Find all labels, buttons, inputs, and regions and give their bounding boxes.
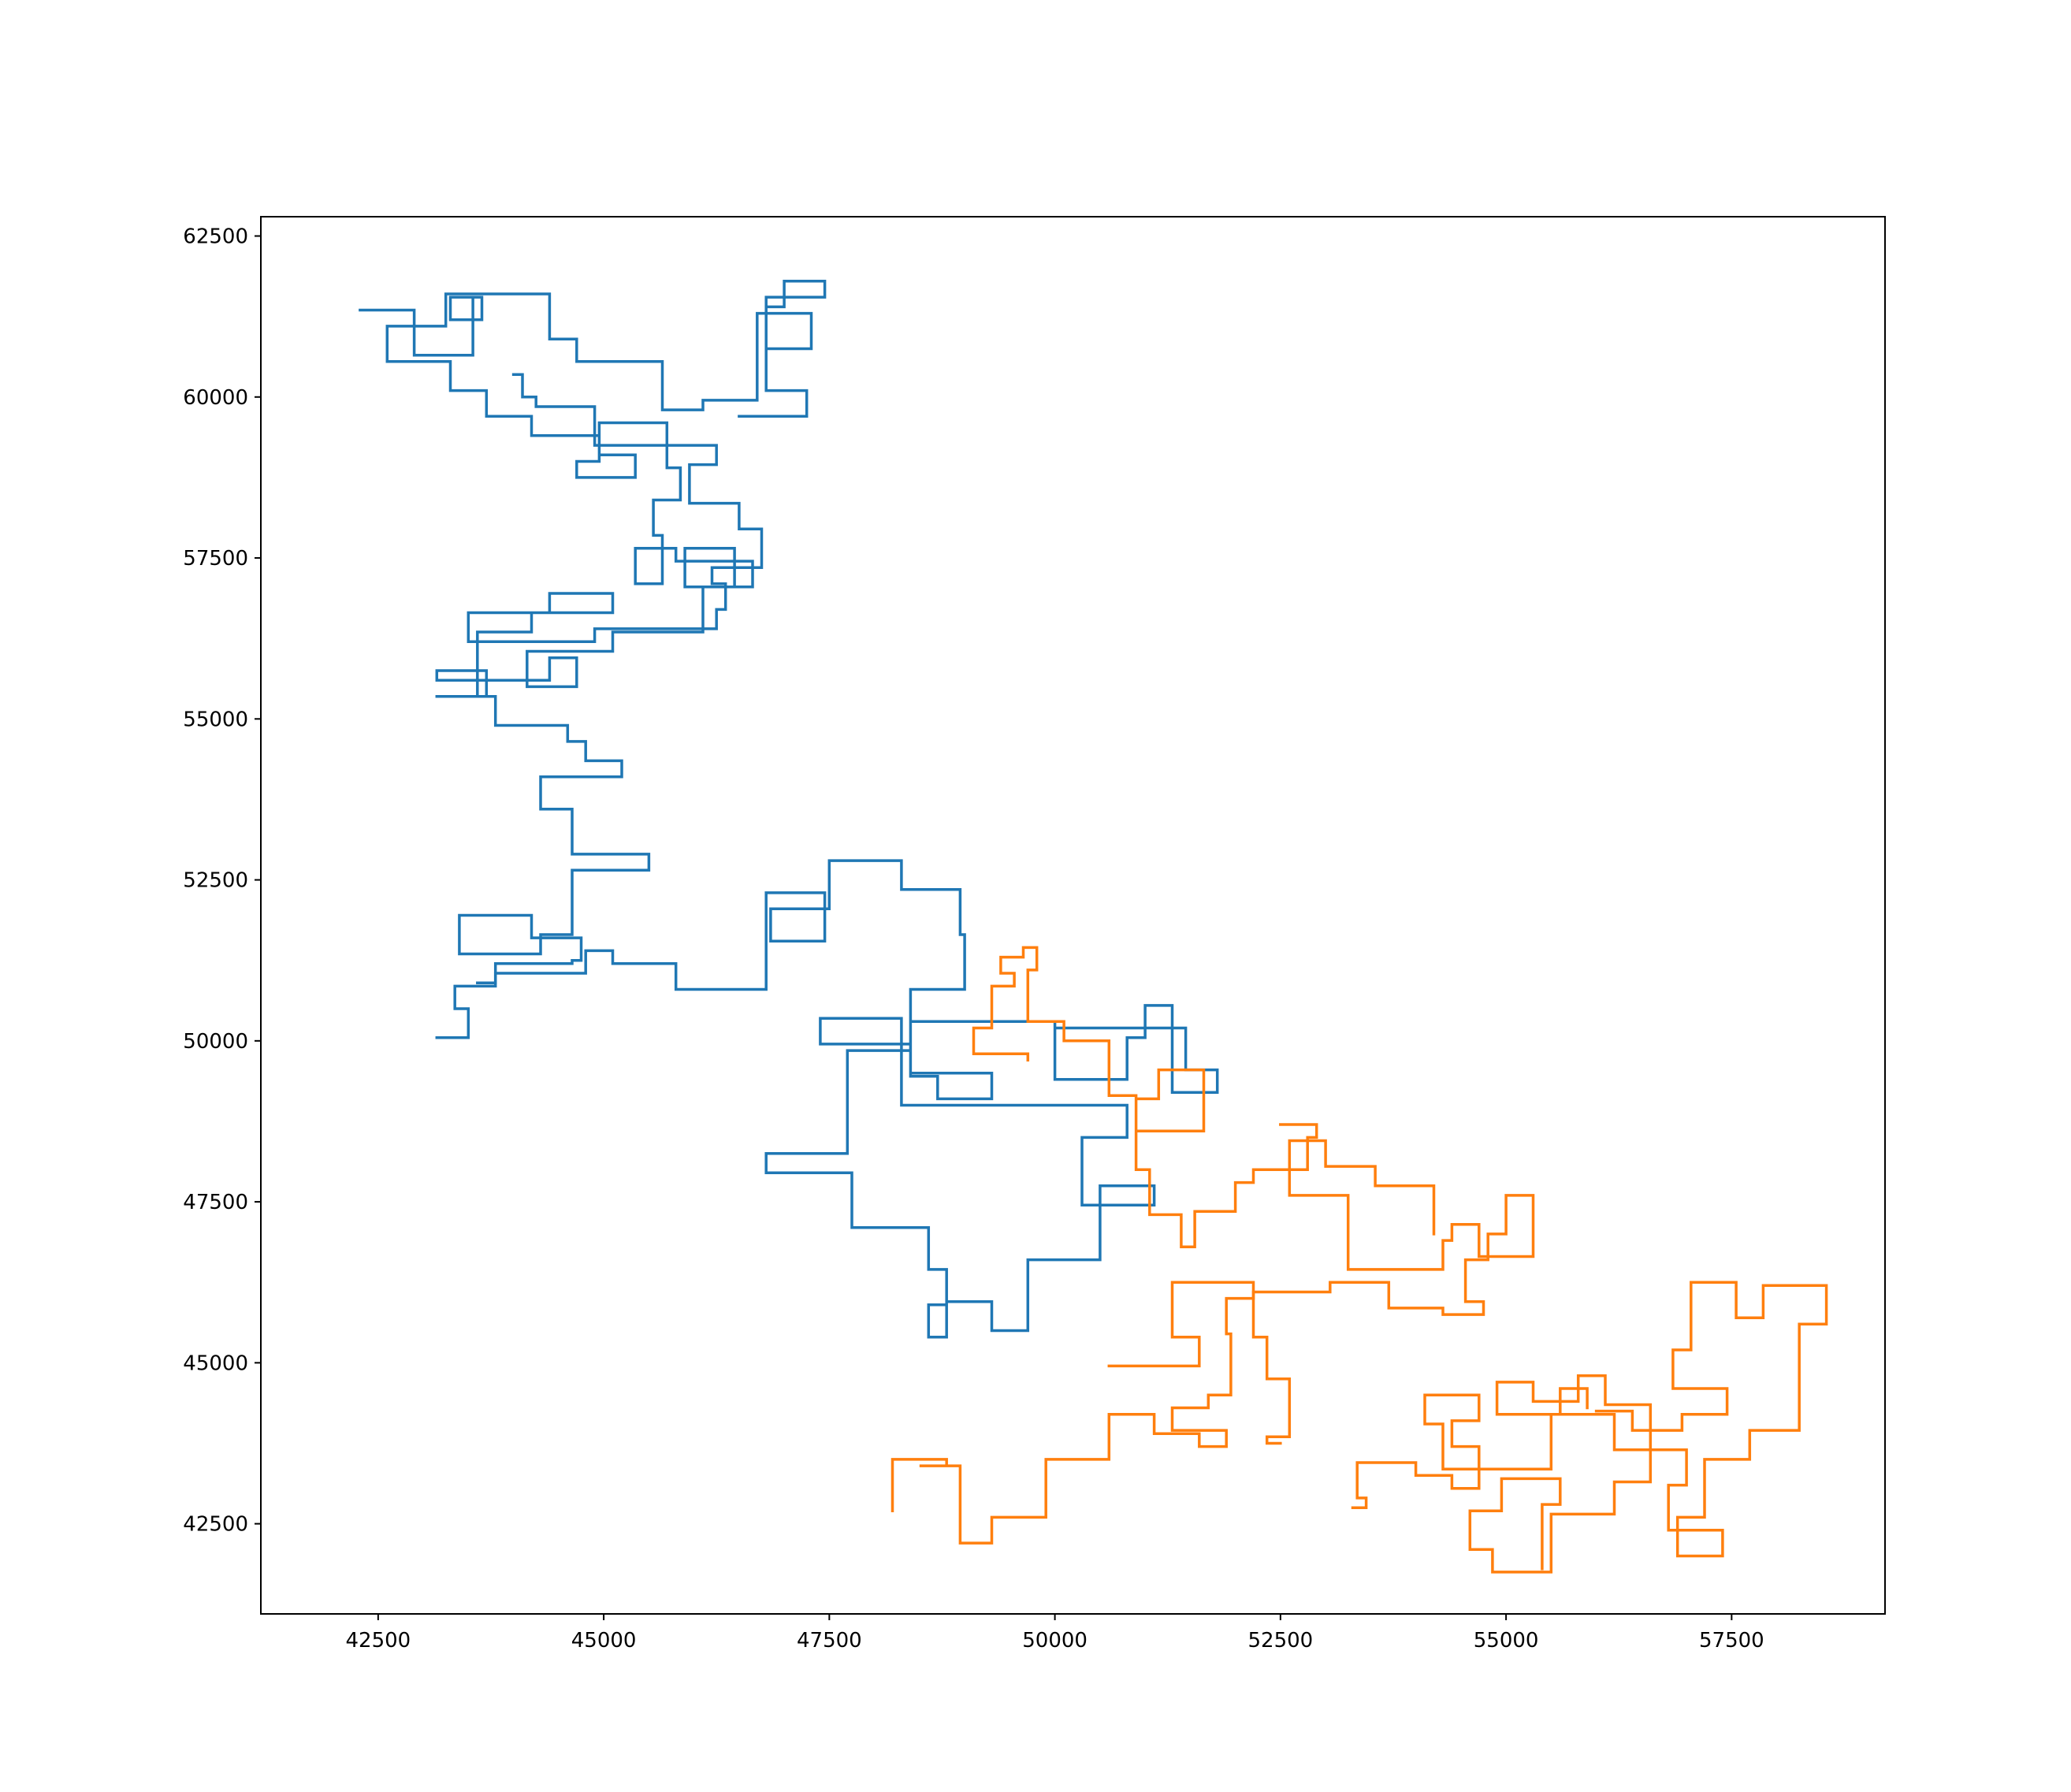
y-tick-label: 50000 [183,1030,248,1054]
y-tick-label: 60000 [183,386,248,410]
series-line-1 [435,859,1219,1339]
y-tick-label: 52500 [183,869,248,893]
y-tick-label: 55000 [183,708,248,731]
x-tick-label: 55000 [1474,1629,1539,1653]
y-tick-label: 62500 [183,225,248,249]
series-line-6 [972,946,1318,1249]
series-line-5 [890,1139,1535,1545]
series-line-2 [385,279,827,698]
series-line-8 [1351,1281,1828,1558]
x-tick-label: 57500 [1699,1629,1764,1653]
series-line-7 [1107,1281,1292,1445]
x-tick-label: 42500 [345,1629,411,1653]
x-tick-label: 50000 [1022,1629,1088,1653]
x-tick-label: 45000 [571,1629,637,1653]
series-line-4 [458,373,764,985]
series-line-9 [1468,1374,1653,1574]
series-line-3 [359,296,484,357]
y-tick-label: 42500 [183,1513,248,1537]
axes-frame [260,216,1886,1615]
y-axis: 42500 45000 47500 50000 52500 55000 57500 60000… [183,225,261,1537]
x-axis: 42500 45000 47500 50000 52500 55000 57500 [345,1614,1764,1653]
x-tick-label: 52500 [1247,1629,1313,1653]
y-tick-label: 57500 [183,547,248,571]
y-tick-label: 47500 [183,1191,248,1214]
series-layer [359,279,1828,1574]
x-tick-label: 47500 [797,1629,862,1653]
y-tick-label: 45000 [183,1351,248,1375]
